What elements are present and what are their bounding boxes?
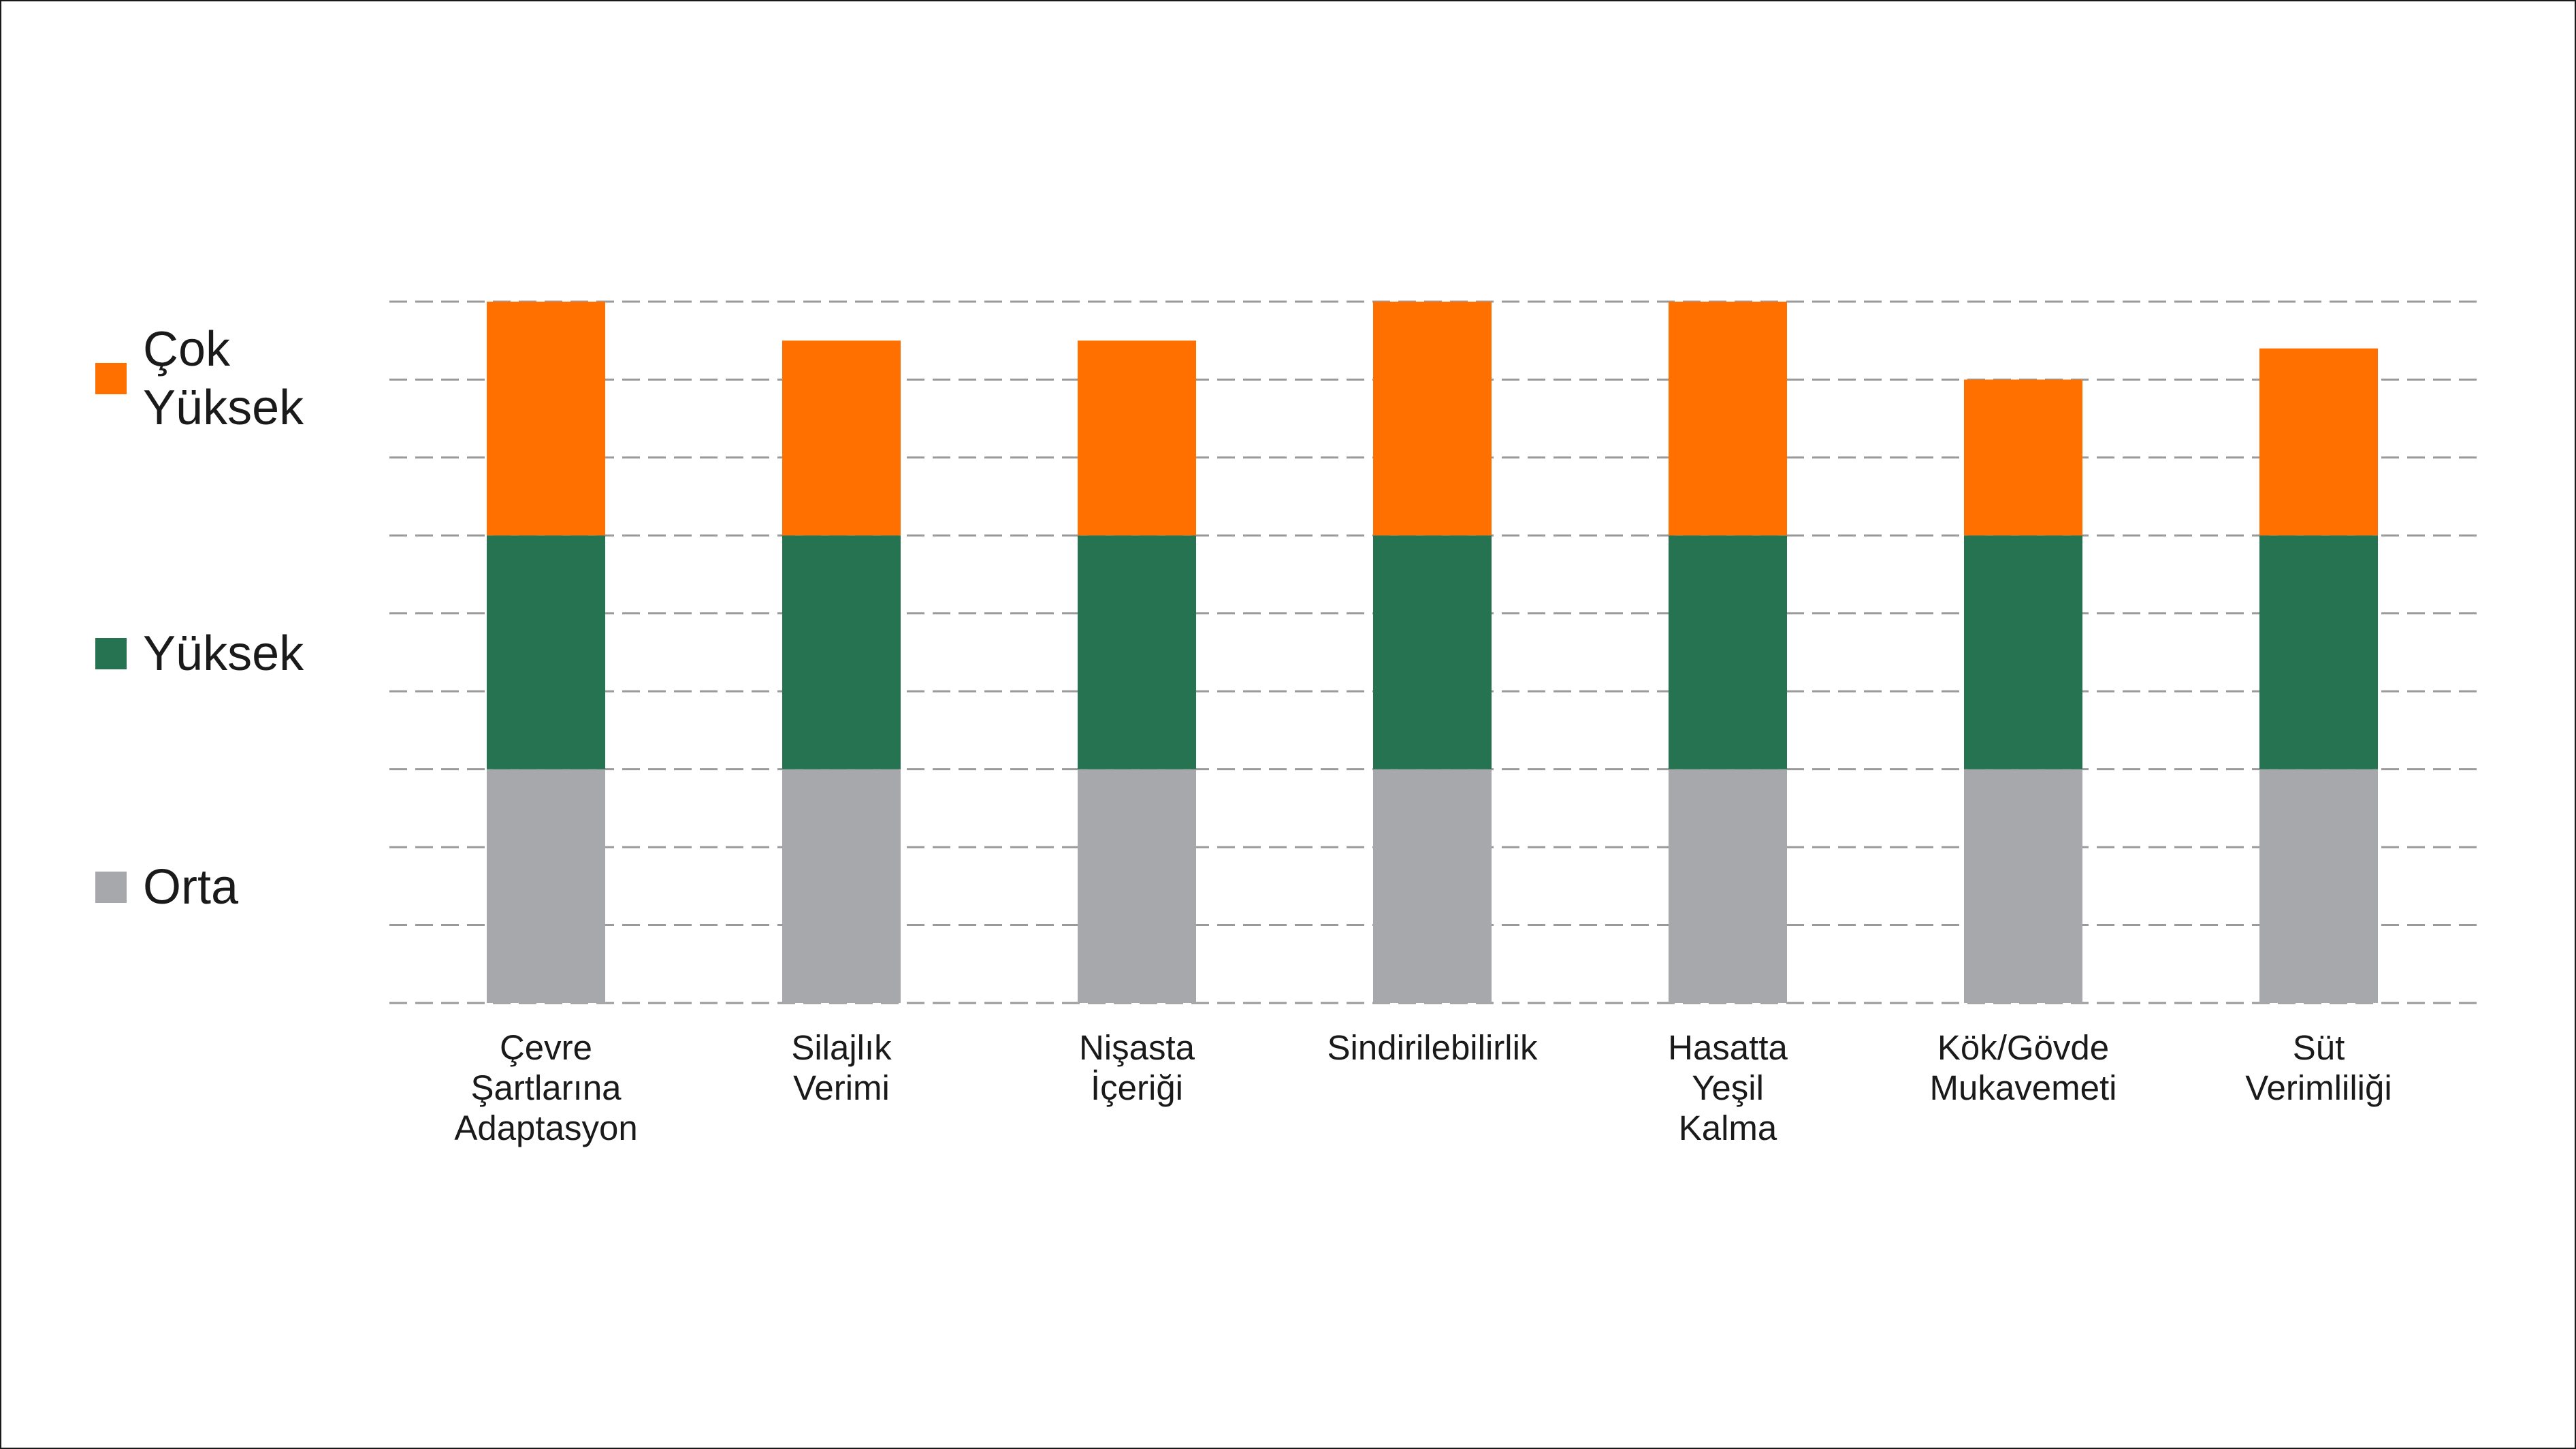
bar-cevre-sartlarina-adaptasyon-cok-yuksek [487,302,605,536]
bar-kok-govde-mukavemeti-orta [1964,769,2082,1003]
bar-silajlik-verimi-orta [782,769,901,1003]
legend-label-orta: Orta [143,860,239,914]
bar-hasatta-yesil-kalma-orta [1669,769,1787,1003]
bar-cevre-sartlarina-adaptasyon-orta [487,769,605,1003]
bar-hasatta-yesil-kalma-cok-yuksek [1669,302,1787,536]
bar-sindirilebilirlik-cok-yuksek [1373,302,1492,536]
legend-label-cok-yuksek: Çok Yüksek [143,322,304,435]
bar-silajlik-verimi-yuksek [782,535,901,769]
x-tick-labels: Çevre Şartlarına Adaptasyon Silajlık Verimi N… [454,1028,2392,1147]
x-tick-label-kok-govde-mukavemeti: Kök/Gövde Mukavemeti [1930,1028,2117,1107]
bar-kok-govde-mukavemeti-yuksek [1964,535,2082,769]
legend-swatch-cok-yuksek [95,363,127,394]
x-tick-label-nisasta-icerigi: Nişasta İçeriği [1079,1028,1195,1107]
legend-item-yuksek: Yüksek [95,624,304,683]
legend-swatch-orta [95,872,127,903]
legend-label-yuksek: Yüksek [143,626,304,681]
bar-sut-verimliligi-cok-yuksek [2259,348,2378,536]
bar-sindirilebilirlik-orta [1373,769,1492,1003]
bars [487,302,2378,1003]
legend-item-cok-yuksek: Çok Yüksek [95,320,304,437]
bar-hasatta-yesil-kalma-yuksek [1669,535,1787,769]
bar-kok-govde-mukavemeti-cok-yuksek [1964,379,2082,536]
x-tick-label-sindirilebilirlik: Sindirilebilirlik [1327,1028,1538,1067]
legend-swatch-yuksek [95,638,127,669]
bar-nisasta-icerigi-orta [1078,769,1196,1003]
bar-sindirilebilirlik-yuksek [1373,535,1492,769]
bar-sut-verimliligi-orta [2259,769,2378,1003]
x-tick-label-cevre-sartlarina-adaptasyon: Çevre Şartlarına Adaptasyon [454,1028,637,1147]
legend-item-orta: Orta [95,858,238,917]
bar-nisasta-icerigi-cok-yuksek [1078,340,1196,536]
bar-nisasta-icerigi-yuksek [1078,535,1196,769]
x-tick-label-silajlik-verimi: Silajlık Verimi [791,1028,892,1107]
x-tick-label-sut-verimliligi: Süt Verimliliği [2245,1028,2392,1107]
bar-sut-verimliligi-yuksek [2259,535,2378,769]
legend: Çok Yüksek Yüksek Orta [95,0,381,1449]
x-tick-label-hasatta-yesil-kalma: Hasatta Yeşil Kalma [1668,1028,1788,1147]
bar-cevre-sartlarina-adaptasyon-yuksek [487,535,605,769]
bar-silajlik-verimi-cok-yuksek [782,340,901,536]
